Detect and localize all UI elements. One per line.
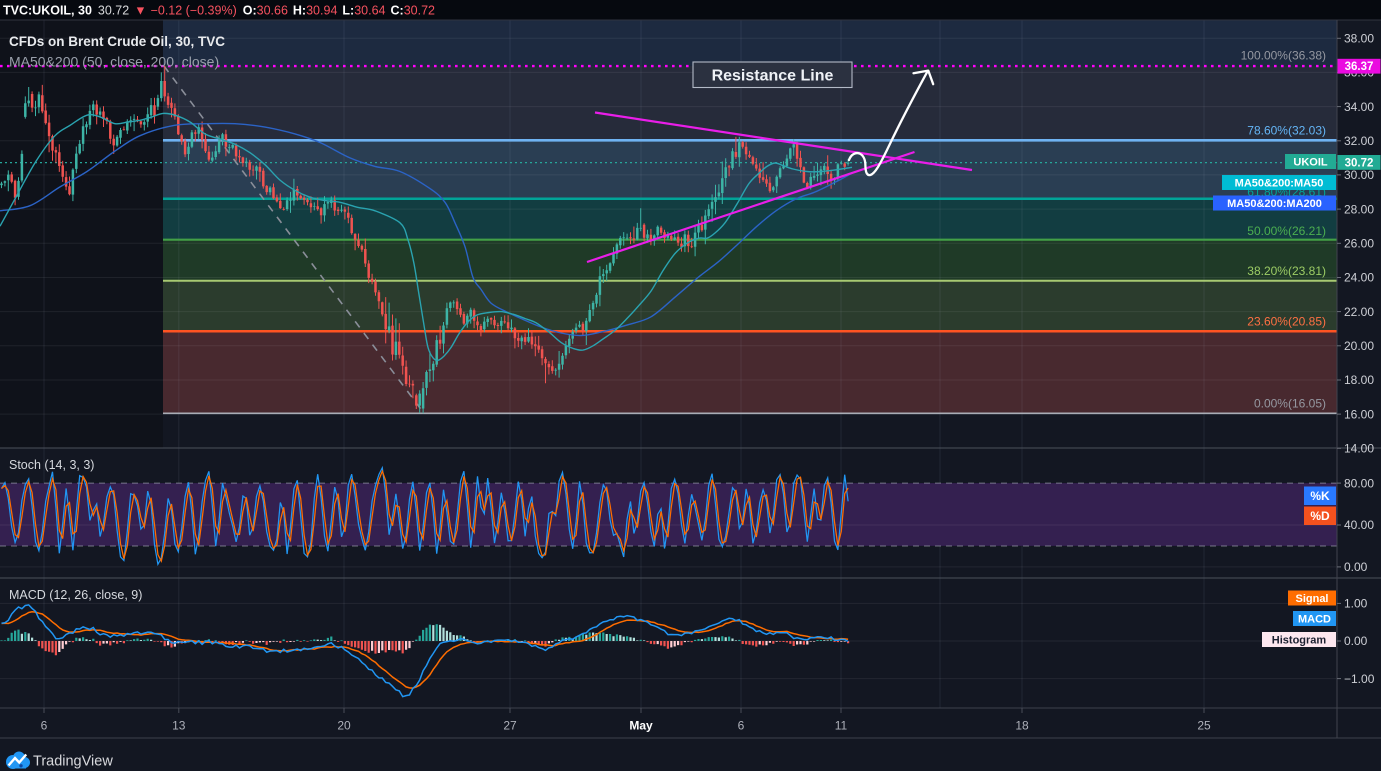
- svg-text:24.00: 24.00: [1344, 271, 1374, 285]
- svg-text:Resistance Line: Resistance Line: [712, 68, 834, 85]
- svg-text:26.00: 26.00: [1344, 237, 1374, 251]
- svg-text:32.00: 32.00: [1344, 134, 1374, 148]
- svg-text:MA50&200 (50, close, 200, clos: MA50&200 (50, close, 200, close): [9, 54, 219, 70]
- svg-text:13: 13: [172, 719, 186, 733]
- svg-text:100.00%(36.38): 100.00%(36.38): [1241, 49, 1326, 63]
- svg-text:36.37: 36.37: [1345, 61, 1374, 73]
- svg-text:34.00: 34.00: [1344, 100, 1374, 114]
- svg-text:38.20%(23.81): 38.20%(23.81): [1247, 264, 1326, 278]
- svg-text:18.00: 18.00: [1344, 373, 1374, 387]
- svg-text:78.60%(32.03): 78.60%(32.03): [1247, 124, 1326, 138]
- svg-text:28.00: 28.00: [1344, 202, 1374, 216]
- svg-text:TradingView: TradingView: [33, 754, 113, 770]
- svg-text:30.00: 30.00: [1344, 168, 1374, 182]
- svg-text:20: 20: [337, 719, 351, 733]
- svg-text:30.72: 30.72: [1345, 157, 1374, 169]
- svg-text:50.00%(26.21): 50.00%(26.21): [1247, 224, 1326, 238]
- svg-text:38.00: 38.00: [1344, 32, 1374, 46]
- svg-text:1.00: 1.00: [1344, 597, 1368, 611]
- svg-text:0.00%(16.05): 0.00%(16.05): [1254, 397, 1326, 411]
- svg-text:18: 18: [1015, 719, 1029, 733]
- svg-text:16.00: 16.00: [1344, 407, 1374, 421]
- svg-text:MACD: MACD: [1298, 614, 1331, 626]
- svg-text:Signal: Signal: [1295, 593, 1328, 605]
- svg-text:11: 11: [835, 719, 848, 733]
- svg-text:25: 25: [1197, 719, 1211, 733]
- svg-text:%K: %K: [1310, 489, 1330, 503]
- svg-text:Histogram: Histogram: [1272, 635, 1327, 647]
- svg-text:80.00: 80.00: [1344, 476, 1374, 490]
- svg-text:CFDs on Brent Crude Oil, 30, T: CFDs on Brent Crude Oil, 30, TVC: [9, 34, 225, 49]
- svg-text:22.00: 22.00: [1344, 305, 1374, 319]
- svg-text:%D: %D: [1310, 509, 1330, 523]
- svg-text:−1.00: −1.00: [1344, 672, 1375, 686]
- svg-text:May: May: [629, 719, 653, 733]
- svg-text:MA50&200:MA200: MA50&200:MA200: [1227, 198, 1322, 210]
- svg-text:14.00: 14.00: [1344, 442, 1374, 456]
- svg-text:0.00: 0.00: [1344, 560, 1368, 574]
- svg-text:MA50&200:MA50: MA50&200:MA50: [1235, 178, 1324, 190]
- svg-text:40.00: 40.00: [1344, 518, 1374, 532]
- svg-text:23.60%(20.85): 23.60%(20.85): [1247, 315, 1326, 329]
- svg-text:MACD (12, 26, close, 9): MACD (12, 26, close, 9): [9, 588, 142, 602]
- svg-text:6: 6: [41, 719, 48, 733]
- svg-text:6: 6: [738, 719, 745, 733]
- svg-text:27: 27: [503, 719, 517, 733]
- svg-text:0.00: 0.00: [1344, 634, 1368, 648]
- svg-text:Stoch (14, 3, 3): Stoch (14, 3, 3): [9, 458, 94, 472]
- svg-text:20.00: 20.00: [1344, 339, 1374, 353]
- svg-text:UKOIL: UKOIL: [1293, 157, 1328, 169]
